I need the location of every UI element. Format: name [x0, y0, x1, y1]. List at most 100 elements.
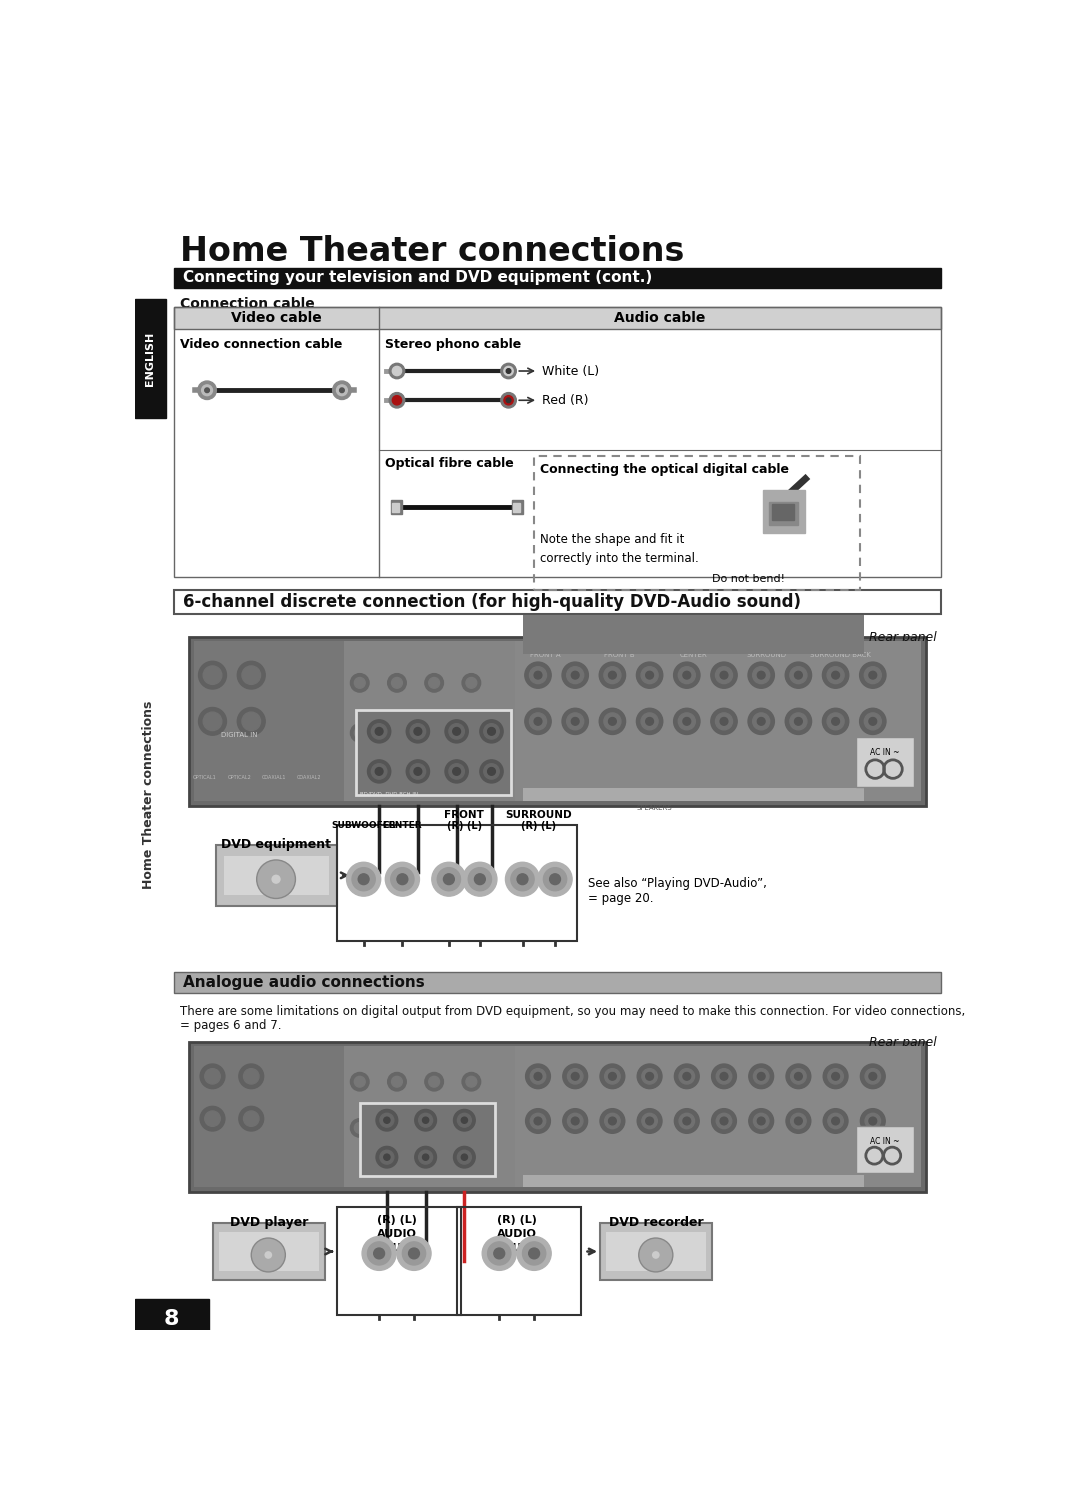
Circle shape	[712, 1109, 737, 1134]
Bar	[189, 1041, 926, 1192]
Bar	[523, 787, 864, 801]
Circle shape	[754, 1113, 769, 1128]
Circle shape	[748, 1064, 773, 1089]
Text: Video connection cable: Video connection cable	[180, 338, 342, 351]
Circle shape	[376, 1110, 397, 1131]
Circle shape	[347, 862, 380, 896]
Circle shape	[494, 1247, 504, 1259]
Circle shape	[480, 760, 503, 783]
Circle shape	[795, 1073, 802, 1080]
Circle shape	[374, 1247, 384, 1259]
Circle shape	[202, 385, 213, 396]
Circle shape	[205, 388, 210, 393]
Circle shape	[754, 1068, 769, 1085]
Circle shape	[605, 1113, 620, 1128]
Circle shape	[642, 666, 658, 684]
Bar	[512, 500, 523, 514]
Circle shape	[429, 677, 440, 689]
Circle shape	[828, 1113, 843, 1128]
Circle shape	[482, 1237, 516, 1270]
Bar	[194, 1046, 345, 1188]
Circle shape	[679, 1113, 694, 1128]
Circle shape	[791, 1068, 806, 1085]
Circle shape	[462, 723, 481, 743]
Circle shape	[453, 728, 460, 735]
Circle shape	[608, 671, 617, 678]
Circle shape	[199, 662, 227, 689]
Circle shape	[748, 1109, 773, 1134]
Text: Home Theater connections: Home Theater connections	[180, 235, 685, 267]
Bar	[523, 1174, 864, 1188]
Bar	[392, 502, 400, 512]
Circle shape	[415, 1146, 436, 1168]
Circle shape	[422, 1118, 429, 1123]
Text: Home Theater connections: Home Theater connections	[143, 701, 156, 889]
Circle shape	[239, 1107, 264, 1131]
Circle shape	[795, 1118, 802, 1125]
Circle shape	[397, 1237, 431, 1270]
Circle shape	[354, 677, 365, 689]
Circle shape	[683, 671, 691, 678]
Circle shape	[465, 1076, 476, 1088]
Text: There are some limitations on digital output from DVD equipment, so you may need: There are some limitations on digital ou…	[180, 1005, 966, 1017]
Circle shape	[861, 1064, 886, 1089]
Bar	[855, 1126, 914, 1173]
Circle shape	[203, 713, 221, 731]
Circle shape	[488, 768, 496, 775]
Circle shape	[720, 1073, 728, 1080]
Circle shape	[429, 1076, 440, 1088]
Circle shape	[757, 671, 765, 678]
Circle shape	[535, 671, 542, 678]
Circle shape	[861, 1109, 886, 1134]
Circle shape	[757, 1118, 765, 1125]
Circle shape	[636, 662, 663, 689]
Text: SURROUND: SURROUND	[505, 810, 572, 820]
Circle shape	[608, 717, 617, 725]
Circle shape	[350, 723, 369, 743]
Circle shape	[757, 1073, 765, 1080]
Text: DVD equipment: DVD equipment	[221, 838, 332, 852]
Circle shape	[501, 393, 516, 408]
Circle shape	[711, 662, 738, 689]
Circle shape	[529, 666, 546, 684]
Circle shape	[529, 713, 546, 731]
Bar	[213, 1222, 325, 1280]
Circle shape	[827, 713, 845, 731]
Text: Optical fibre cable: Optical fibre cable	[386, 457, 514, 471]
Circle shape	[517, 874, 528, 884]
Circle shape	[410, 763, 426, 778]
Bar	[216, 844, 337, 907]
Circle shape	[488, 728, 496, 735]
Circle shape	[823, 662, 849, 689]
Circle shape	[462, 1073, 481, 1091]
Circle shape	[238, 708, 266, 735]
Circle shape	[354, 1076, 365, 1088]
Circle shape	[599, 708, 625, 735]
Circle shape	[511, 868, 535, 890]
Circle shape	[789, 713, 807, 731]
Circle shape	[252, 1239, 285, 1271]
Circle shape	[869, 1118, 877, 1125]
Circle shape	[550, 874, 561, 884]
Circle shape	[674, 708, 700, 735]
Circle shape	[380, 1150, 394, 1164]
Circle shape	[243, 1068, 259, 1085]
Circle shape	[608, 1118, 617, 1125]
Circle shape	[432, 862, 465, 896]
Circle shape	[383, 1153, 390, 1161]
Circle shape	[507, 369, 511, 374]
Circle shape	[465, 1122, 476, 1134]
Circle shape	[683, 717, 691, 725]
Text: DIGITAL IN: DIGITAL IN	[221, 732, 258, 738]
Bar	[600, 1222, 713, 1280]
Circle shape	[388, 1119, 406, 1137]
Circle shape	[367, 1242, 391, 1265]
Text: Rear panel: Rear panel	[869, 630, 937, 644]
Circle shape	[449, 723, 464, 740]
Circle shape	[350, 1119, 369, 1137]
Circle shape	[832, 671, 839, 678]
Text: White (L): White (L)	[542, 365, 599, 378]
Circle shape	[362, 1237, 396, 1270]
Circle shape	[203, 666, 221, 684]
Bar	[189, 636, 926, 807]
